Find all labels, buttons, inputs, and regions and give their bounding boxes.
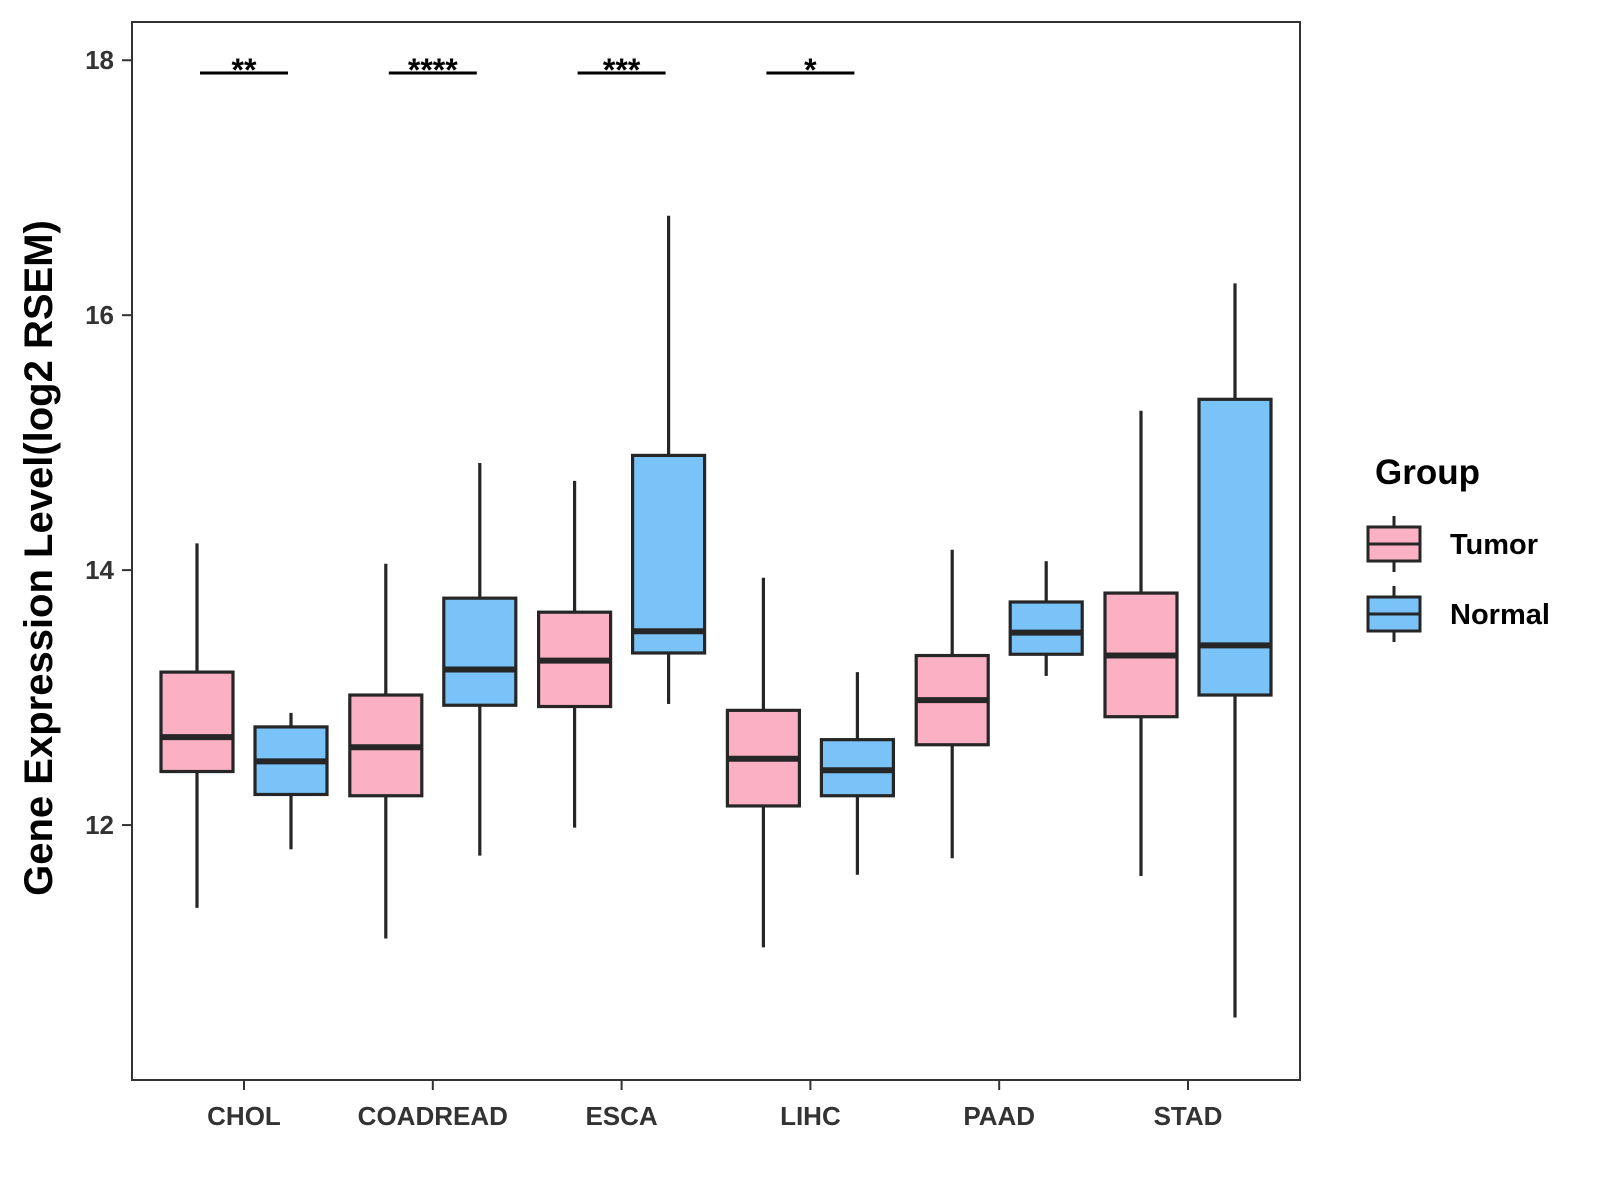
boxes-layer [159,215,1273,1018]
box-normal-esca [630,215,707,704]
box-iqr [1008,600,1084,656]
y-tick-label: 14 [85,555,114,585]
box-normal-stad [1197,283,1273,1018]
significance-annotations: ** **** *** * [200,52,855,88]
box-tumor-paad [914,549,990,859]
significance-chol: ** [200,52,288,88]
box-normal-paad [1008,561,1084,676]
box-tumor-lihc [725,577,802,948]
legend-items: Tumor Normal [1366,516,1550,642]
box-iqr [442,596,518,707]
significance-esca: *** [577,52,666,88]
box-tumor-esca [536,480,613,828]
legend: Group Tumor Normal [1366,453,1550,642]
x-tick-label: CHOL [207,1101,281,1131]
box-iqr [630,453,707,655]
y-tick-label: 16 [85,300,114,330]
significance-lihc: * [766,52,855,88]
x-tick-label: STAD [1154,1101,1223,1131]
significance-label: *** [603,52,641,88]
significance-label: **** [408,52,458,88]
y-axis-title: Gene Expression Level(log2 RSEM) [17,220,61,896]
box-tumor-chol [159,543,235,908]
significance-label: * [804,52,817,88]
box-tumor-coadread [348,563,424,939]
legend-title: Group [1375,453,1480,492]
x-tick-label: PAAD [963,1101,1035,1131]
box-normal-chol [253,712,329,850]
significance-coadread: **** [388,52,477,88]
significance-label: ** [232,52,257,88]
legend-label: Tumor [1450,529,1538,561]
box-iqr [159,670,235,774]
box-normal-coadread [442,463,518,856]
box-normal-lihc [819,672,896,875]
box-tumor-stad [1103,410,1179,877]
legend-label: Normal [1450,599,1550,631]
x-axis: CHOL COADREAD ESCA LIHC PAAD STAD [207,1080,1222,1131]
x-tick-label: COADREAD [358,1101,508,1131]
y-axis: 12 14 16 18 [85,45,132,840]
box-iqr [1197,397,1273,697]
x-tick-label: LIHC [780,1101,841,1131]
legend-item-normal: Normal [1366,586,1550,642]
y-tick-label: 12 [85,810,114,840]
x-tick-label: ESCA [585,1101,657,1131]
y-tick-label: 18 [85,45,114,75]
plot-panel-border [131,21,1301,1081]
legend-item-tumor: Tumor [1366,516,1538,572]
